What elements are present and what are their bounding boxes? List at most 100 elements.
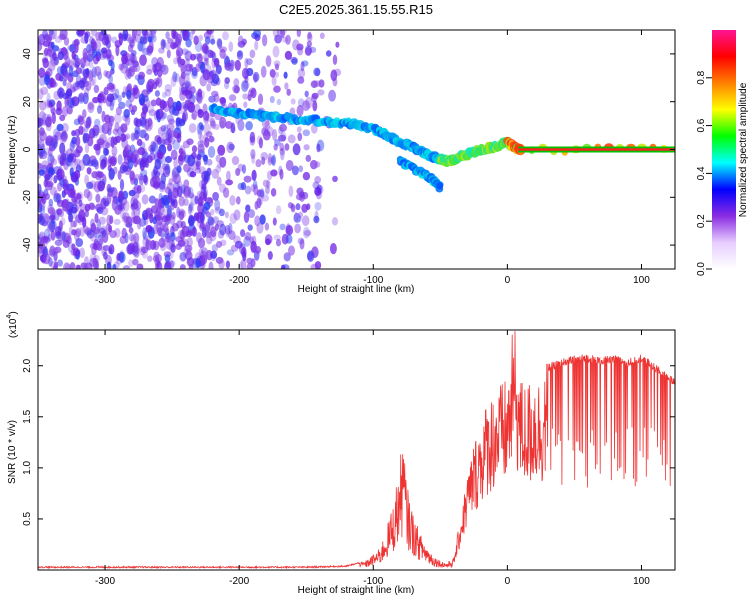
heatmap-cell: [38, 129, 41, 138]
heatmap-cell: [107, 186, 115, 193]
heatmap-cell: [164, 89, 172, 97]
heatmap-cell: [147, 255, 153, 263]
heatmap-cell: [93, 181, 102, 193]
heatmap-cell: [195, 63, 201, 73]
heatmap-cell: [269, 95, 275, 104]
heatmap-cell: [197, 128, 202, 140]
heatmap-cell: [137, 147, 146, 156]
heatmap-cell: [131, 35, 137, 44]
heatmap-cell: [335, 41, 340, 48]
heatmap-cell: [53, 175, 58, 184]
heatmap-cell: [302, 129, 311, 137]
heatmap-cell: [201, 67, 208, 76]
heatmap-cell: [179, 252, 187, 262]
heatmap-cell: [133, 250, 140, 258]
heatmap-cell: [115, 135, 121, 144]
heatmap-cell: [83, 126, 89, 133]
heatmap-cell: [168, 178, 173, 186]
heatmap-cell: [88, 70, 93, 82]
heatmap-cell: [147, 78, 155, 89]
heatmap-cell: [129, 170, 135, 181]
heatmap-cell: [175, 236, 183, 243]
heatmap-cell: [141, 103, 148, 115]
heatmap-cell: [215, 165, 222, 173]
heatmap-cell: [73, 229, 80, 242]
heatmap-cell: [96, 105, 103, 115]
heatmap-cell: [48, 99, 56, 107]
heatmap-cell: [183, 154, 191, 164]
heatmap-cell: [191, 30, 196, 35]
heatmap-cell: [295, 193, 304, 201]
heatmap-cell: [215, 77, 221, 86]
heatmap-cell: [185, 63, 193, 72]
heatmap-cell: [205, 131, 213, 138]
heatmap-cell: [191, 145, 198, 153]
heatmap-cell: [61, 200, 69, 212]
heatmap-cell: [109, 215, 114, 224]
heatmap-cell: [174, 73, 180, 83]
heatmap-cell: [83, 52, 88, 63]
heatmap-cell: [299, 238, 305, 250]
heatmap-cell: [312, 100, 318, 112]
heatmap-cell: [244, 57, 249, 69]
heatmap-cell: [71, 130, 76, 137]
snr-frame: [37, 329, 676, 571]
heatmap-cell: [61, 122, 69, 133]
heatmap-cell: [146, 68, 153, 75]
heatmap-cell: [63, 71, 69, 82]
heatmap-cell: [48, 214, 56, 221]
heatmap-cell: [74, 151, 80, 158]
heatmap-cell: [168, 249, 174, 260]
heatmap-cell: [136, 138, 143, 147]
heatmap-cell: [125, 67, 131, 78]
heatmap-cell: [310, 80, 318, 89]
heatmap-cell: [304, 46, 312, 56]
heatmap-cell: [71, 50, 76, 60]
heatmap-cell: [82, 109, 87, 119]
heatmap-cell: [164, 208, 170, 217]
heatmap-cell: [168, 260, 175, 269]
heatmap-cell: [180, 184, 186, 194]
heatmap-cell: [185, 230, 193, 238]
heatmap-cell: [71, 153, 77, 163]
heatmap-cell: [284, 82, 289, 90]
heatmap-cell: [123, 200, 130, 212]
heatmap-cell: [50, 104, 56, 114]
heatmap-cell: [206, 71, 214, 80]
heatmap-cell: [76, 264, 81, 269]
heatmap-cell: [131, 30, 137, 42]
heatmap-cell: [129, 52, 135, 64]
heatmap-cell: [200, 124, 205, 131]
heatmap-cell: [69, 167, 74, 177]
heatmap-cell: [87, 102, 94, 110]
heatmap-cell: [203, 201, 211, 211]
heatmap-cell: [155, 214, 163, 226]
heatmap-cell: [80, 126, 86, 136]
heatmap-cell: [64, 55, 71, 68]
heatmap-cell: [180, 71, 186, 80]
heatmap-cell: [93, 39, 102, 51]
heatmap-cell: [103, 147, 109, 156]
snr-panel: -300 -200 -100 0 100 0.5 1.0 1.5 2.0 Height of …: [6, 311, 676, 596]
heatmap-cell: [86, 69, 95, 80]
heatmap-cell: [296, 104, 304, 117]
heatmap-cell: [175, 243, 182, 250]
heatmap-cell: [75, 135, 81, 147]
heatmap-cell: [80, 80, 85, 91]
heatmap-cell: [195, 160, 201, 170]
heatmap-cell: [331, 217, 339, 226]
heatmap-cell: [138, 71, 146, 80]
heatmap-cell: [274, 63, 280, 71]
heatmap-cell: [197, 143, 205, 154]
heatmap-cell: [178, 195, 185, 207]
heatmap-cell: [178, 210, 185, 221]
heatmap-cell: [123, 108, 130, 119]
heatmap-cell: [141, 30, 148, 36]
heatmap-cell: [38, 88, 44, 100]
heatmap-cell: [312, 181, 320, 190]
heatmap-cell: [273, 85, 281, 93]
heatmap-cell: [95, 193, 101, 203]
heatmap-cell: [279, 147, 286, 156]
heatmap-cell: [150, 30, 157, 35]
